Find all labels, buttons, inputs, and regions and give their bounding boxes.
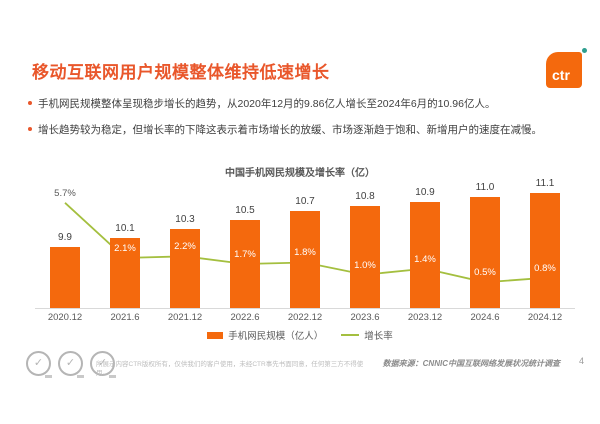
ctr-logo-text: ctr (552, 67, 570, 83)
rate-label: 1.0% (354, 259, 376, 271)
chart-legend: 手机网民规模（亿人） 增长率 (0, 328, 600, 342)
rate-label: 2.2% (174, 241, 196, 253)
legend-item-line-series: 增长率 (341, 328, 393, 342)
bar-value-label: 10.3 (175, 214, 195, 225)
rate-label: 0.8% (534, 262, 556, 274)
bullet-item: 手机网民规模整体呈现稳步增长的趋势，从2020年12月的9.86亿人增长至202… (28, 97, 578, 111)
ctr-logo: ctr (546, 48, 587, 88)
legend-label: 增长率 (364, 331, 393, 342)
chart-title: 中国手机网民规模及增长率（亿） (225, 168, 375, 179)
rate-label: 5.7% (54, 187, 76, 199)
bar (530, 193, 560, 308)
x-axis-label: 2024.6 (470, 312, 500, 323)
rate-label: 1.7% (234, 248, 256, 260)
legend-label: 手机网民规模（亿人） (228, 331, 324, 342)
bar (350, 206, 380, 308)
bullet-text: 手机网民规模整体呈现稳步增长的趋势，从2020年12月的9.86亿人增长至202… (38, 98, 496, 110)
bullet-dot-icon (28, 101, 32, 105)
bar-value-label: 10.1 (115, 223, 135, 234)
bar (170, 229, 200, 308)
bar-value-label: 10.8 (355, 191, 375, 202)
x-axis-label: 2023.6 (350, 312, 380, 323)
x-axis-label: 2024.12 (527, 312, 563, 323)
x-axis-label: 2023.12 (407, 312, 443, 323)
bar-value-label: 10.5 (235, 205, 255, 216)
copyright-disclaimer: 所展示内容CTR版权所有，仅供我们的客户使用，未经CTR事先书面同意，任何第三方… (96, 361, 364, 377)
bullet-dot-icon (28, 127, 32, 131)
bar-value-label: 11.0 (475, 182, 495, 193)
x-axis-label: 2021.12 (167, 312, 203, 323)
bar (290, 211, 320, 308)
bar (50, 247, 80, 308)
x-axis-labels: 2020.12 2021.6 2021.12 2022.6 2022.12 2023.6 2… (35, 312, 575, 326)
x-axis-label: 2021.6 (110, 312, 140, 323)
bullet-item: 增长趋势较为稳定，但增长率的下降这表示着市场增长的放缓、市场逐渐趋于饱和、新增用… (28, 123, 578, 137)
bar-value-label: 10.9 (415, 187, 435, 198)
data-source: 数据来源：CNNIC中国互联网络发展状况统计调查 (382, 359, 560, 368)
certification-stamps: ✓ ✓ ✓ (26, 351, 116, 378)
certification-stamp-icon: ✓ (58, 351, 84, 378)
page-title: 移动互联网用户规模整体维持低速增长 (32, 63, 330, 82)
x-axis-label: 2022.6 (230, 312, 260, 323)
bar (410, 202, 440, 308)
legend-item-bar-series: 手机网民规模（亿人） (207, 328, 323, 342)
x-axis-label: 2022.12 (287, 312, 323, 323)
rate-label: 1.8% (294, 247, 316, 259)
bar-value-label: 10.7 (295, 196, 315, 207)
rate-label: 0.5% (474, 267, 496, 279)
chart-plot: 9.9 5.7% 10.1 2.1% 10.3 2.2% 10.5 1.7% 10.7 1.8% 1… (35, 178, 575, 309)
line-series-swatch-icon (341, 334, 360, 336)
page-number: 4 (578, 356, 584, 366)
rate-label: 2.1% (114, 242, 136, 254)
x-axis-label: 2020.12 (47, 312, 83, 323)
rate-label: 1.4% (414, 253, 436, 265)
logo-registered-dot-icon (582, 48, 587, 53)
bar-value-label: 11.1 (535, 178, 555, 189)
bar-series-swatch-icon (207, 331, 224, 339)
bar (470, 197, 500, 308)
bar (110, 238, 140, 308)
certification-stamp-icon: ✓ (90, 351, 116, 378)
bar-value-label: 9.9 (58, 232, 72, 243)
bullet-text: 增长趋势较为稳定，但增长率的下降这表示着市场增长的放缓、市场逐渐趋于饱和、新增用… (38, 124, 542, 136)
bar (230, 220, 260, 308)
certification-stamp-icon: ✓ (26, 351, 52, 378)
